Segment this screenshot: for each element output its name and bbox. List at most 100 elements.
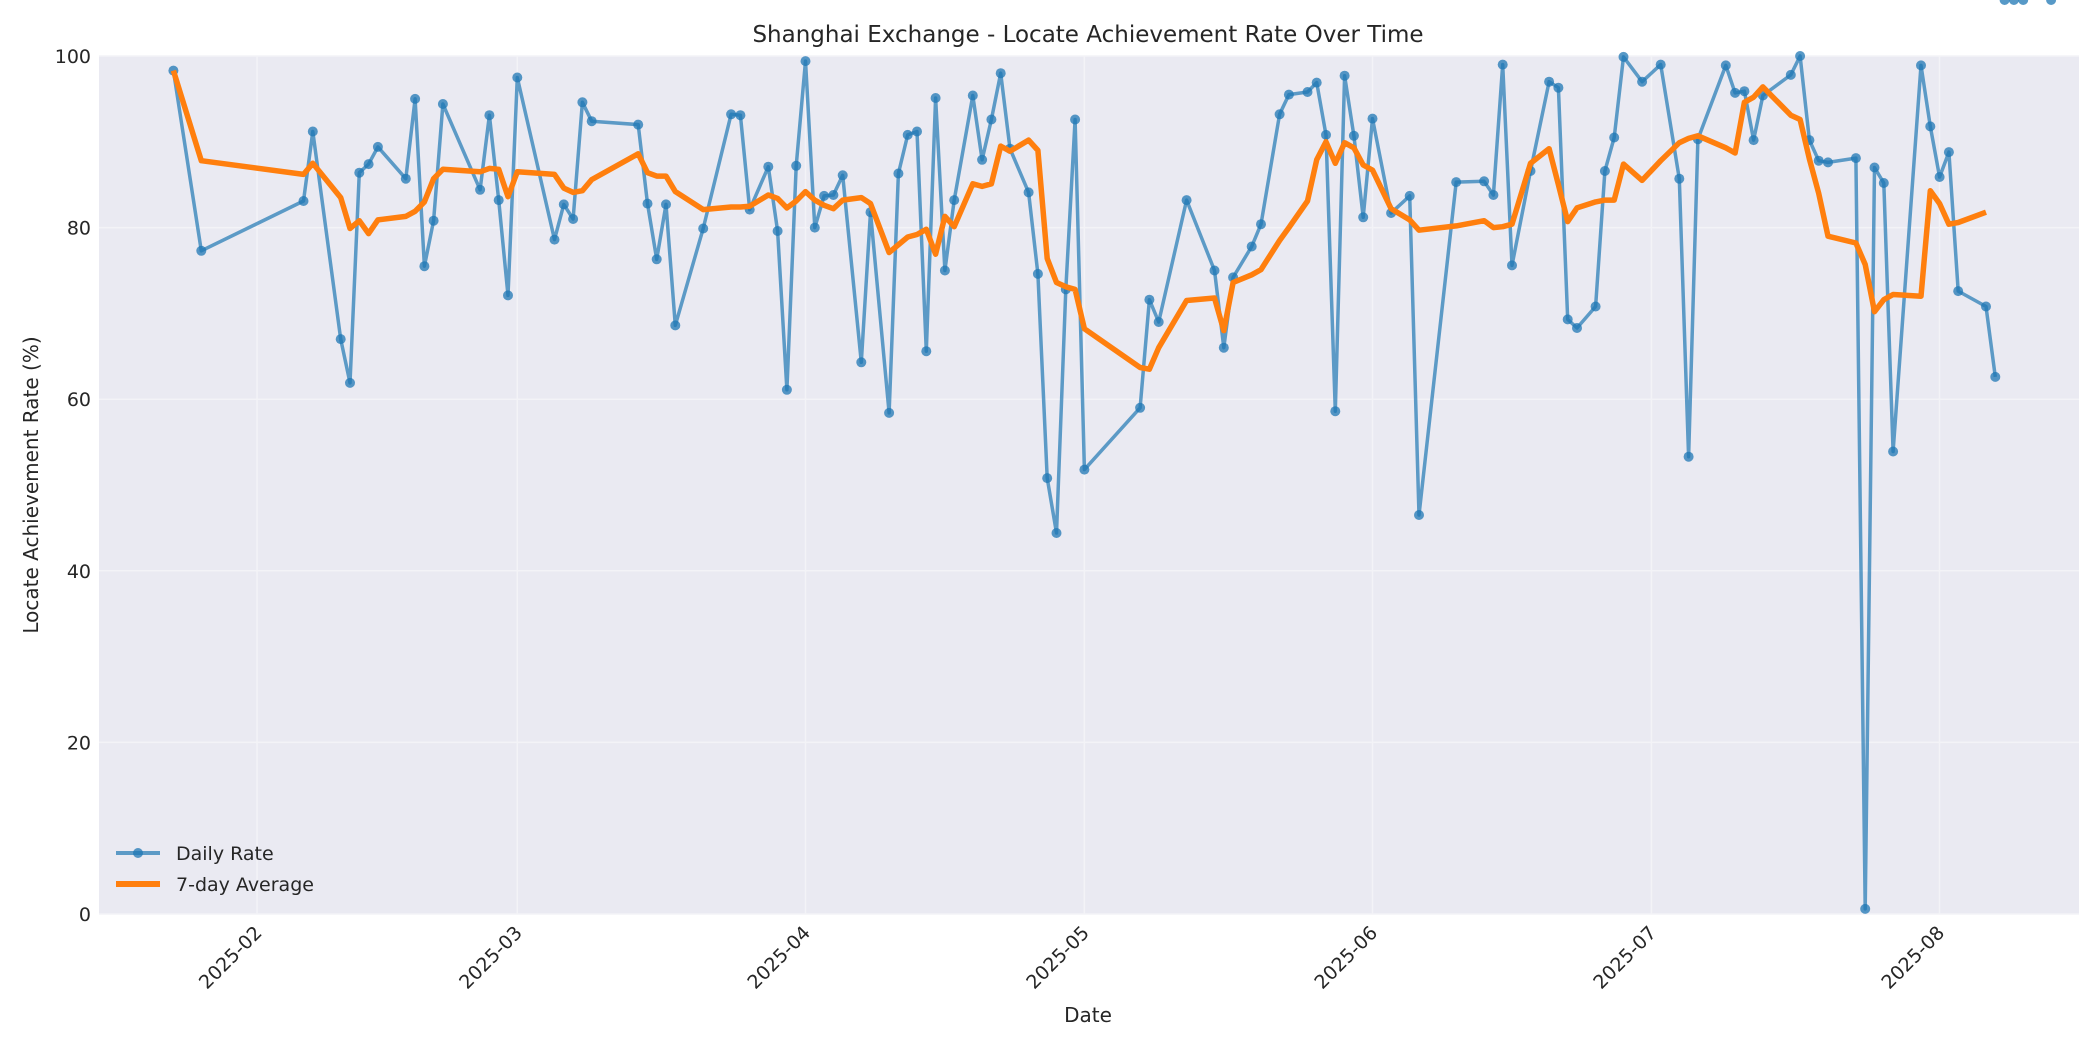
daily-rate-point [363, 159, 374, 170]
daily-rate-point [1042, 473, 1053, 484]
daily-rate-point [1748, 135, 1759, 146]
daily-rate-point [1358, 212, 1369, 223]
daily-rate-point [1850, 153, 1861, 164]
daily-rate-point [1321, 129, 1331, 140]
daily-rate-point [1981, 301, 1991, 312]
daily-rate-point [1730, 87, 1741, 98]
daily-rate-point [772, 226, 783, 236]
daily-rate-point [884, 407, 895, 418]
daily-rate-point [1135, 402, 1146, 413]
daily-rate-point [1916, 60, 1926, 71]
daily-rate-point [1209, 265, 1220, 276]
daily-rate-point [642, 198, 653, 209]
daily-rate-point [335, 334, 346, 345]
daily-rate-point [1144, 294, 1155, 305]
daily-rate-point [1330, 406, 1341, 417]
daily-rate-point [1590, 301, 1601, 312]
daily-rate-point [912, 126, 922, 137]
daily-rate-point [2018, 0, 2029, 5]
daily-rate-point [1302, 87, 1313, 97]
daily-rate-point [1599, 166, 1610, 176]
daily-rate-point [986, 114, 997, 125]
daily-rate-point [354, 167, 365, 178]
x-tick-label: 2025-08 [1877, 922, 1949, 994]
daily-rate-point [372, 141, 383, 152]
daily-rate-point [428, 215, 439, 226]
x-axis-label: Date [1064, 1003, 1112, 1027]
daily-rate-point [1999, 0, 2010, 5]
daily-rate-point [1739, 86, 1750, 97]
daily-rate-point [1683, 451, 1694, 462]
daily-rate-point [2008, 0, 2019, 5]
y-axis-label: Locate Achievement Rate (%) [19, 336, 43, 633]
daily-rate-point [586, 116, 597, 127]
daily-rate-point [791, 160, 802, 171]
daily-rate-point [196, 245, 207, 256]
daily-rate-point [1256, 219, 1266, 230]
daily-rate-point [1869, 162, 1880, 173]
daily-rate-point [437, 99, 448, 109]
daily-rate-point [1070, 114, 1081, 125]
daily-rate-point [568, 214, 579, 224]
daily-rate-point [503, 290, 513, 301]
daily-rate-point [800, 56, 811, 67]
daily-rate-point [1943, 147, 1954, 158]
x-tick-label: 2025-04 [743, 922, 815, 994]
daily-rate-point [726, 109, 737, 120]
daily-rate-point [484, 110, 495, 121]
daily-rate-point [558, 199, 569, 210]
daily-rate-point [1934, 172, 1945, 182]
y-axis-ticks: 0 20 40 60 80 100 [55, 46, 91, 926]
daily-rate-point [1367, 113, 1378, 124]
chart-title: Shanghai Exchange - Locate Achievement R… [752, 22, 1423, 48]
y-tick-label: 60 [67, 389, 91, 411]
daily-rate-point [1925, 121, 1936, 132]
daily-rate-point [781, 384, 792, 395]
daily-rate-point [1181, 195, 1192, 206]
x-tick-label: 2025-07 [1589, 922, 1661, 994]
daily-rate-point [661, 199, 671, 210]
daily-rate-point [1274, 109, 1285, 120]
7day-average-line [170, 69, 1987, 372]
x-tick-label: 2025-02 [195, 922, 267, 994]
daily-rate-point [307, 126, 318, 137]
daily-rate-point [298, 196, 309, 206]
y-tick-label: 80 [67, 218, 91, 240]
daily-rate-point [633, 119, 644, 130]
daily-rate-point [1079, 464, 1090, 475]
grid-lines [99, 55, 2079, 915]
daily-rate-point [1609, 132, 1620, 143]
daily-rate-point [1404, 190, 1415, 201]
daily-rate-point [995, 68, 1006, 79]
daily-rate-point [1153, 317, 1164, 327]
daily-rate-point [1562, 314, 1573, 325]
daily-rate-point [1674, 173, 1685, 184]
daily-rate-point [1218, 342, 1229, 353]
x-tick-label: 2025-06 [1310, 922, 1382, 994]
daily-rate-point [400, 173, 411, 184]
daily-rate-point [1032, 268, 1043, 279]
daily-rate-point [419, 261, 430, 272]
daily-rate-point [1878, 178, 1889, 188]
daily-rate-point [828, 190, 839, 200]
daily-rate-point [670, 320, 681, 331]
daily-rate-point [1813, 155, 1824, 166]
daily-rate-point [345, 377, 355, 388]
daily-rate-point [410, 93, 421, 104]
daily-rate-point [577, 97, 588, 108]
daily-rate-point [1283, 89, 1294, 100]
daily-rate-point [549, 234, 560, 245]
daily-rate-point [1479, 176, 1490, 187]
legend-item-7day-average: 7-day Average [116, 874, 314, 896]
daily-rate-point [1953, 286, 1964, 297]
daily-rate-point [1311, 77, 1322, 88]
daily-rate-point [512, 72, 523, 83]
daily-rate-point [735, 110, 746, 121]
x-axis-ticks: 2025-02 2025-03 2025-04 2025-05 2025-06 2025-… [195, 922, 1949, 994]
daily-rate-point [977, 154, 988, 165]
daily-rate-point [1888, 446, 1899, 457]
daily-rate-marker-icon [133, 848, 143, 858]
daily-rate-point [1860, 903, 1871, 914]
daily-rate-point [1339, 70, 1350, 81]
